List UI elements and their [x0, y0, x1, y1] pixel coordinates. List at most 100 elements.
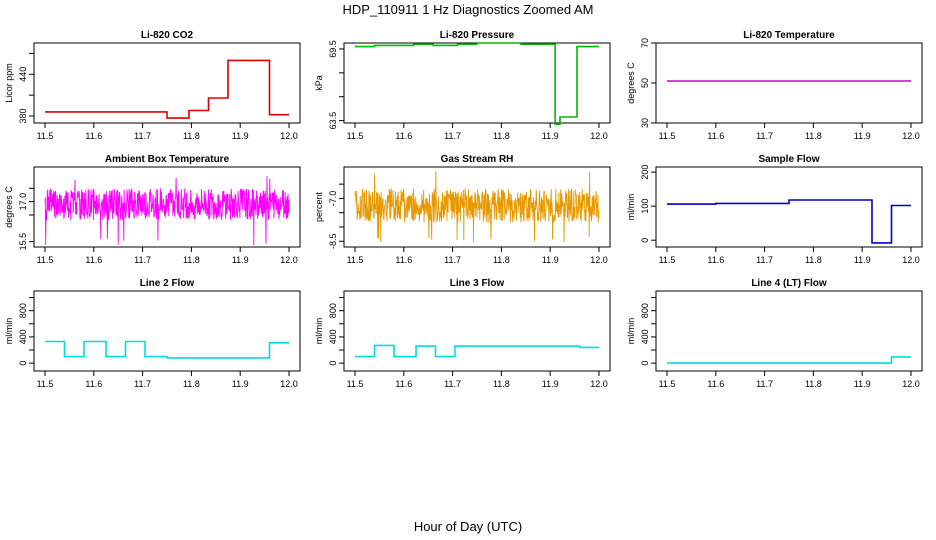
y-axis-label: degrees C — [626, 62, 636, 104]
x-tick-label: 11.6 — [395, 255, 412, 265]
panel-title: Line 4 (LT) Flow — [751, 278, 827, 289]
x-tick-label: 11.5 — [347, 131, 364, 141]
x-tick-label: 11.6 — [85, 255, 102, 265]
y-tick-label: 0 — [640, 361, 650, 366]
x-tick-label: 11.7 — [444, 131, 461, 141]
y-tick-label: 400 — [640, 329, 650, 344]
x-tick-label: 11.7 — [134, 379, 151, 389]
y-tick-label: 380 — [18, 109, 28, 124]
series-line — [354, 171, 600, 243]
series-line — [44, 176, 290, 246]
x-tick-label: 12.0 — [590, 131, 608, 141]
x-tick-label: 11.5 — [37, 255, 54, 265]
x-tick-label: 11.5 — [347, 255, 364, 265]
series-line — [355, 42, 599, 125]
chart-panel-5: Gas Stream RH 11.5 11.6 11.7 11.8 11.9 12.0 -8.… — [314, 154, 611, 265]
y-tick-label: 50 — [640, 78, 650, 88]
y-tick-label: 63.5 — [328, 112, 338, 130]
y-tick-label: 440 — [18, 67, 28, 82]
y-tick-label: 0 — [640, 238, 650, 243]
x-tick-label: 11.9 — [232, 131, 249, 141]
x-tick-label: 11.7 — [134, 255, 151, 265]
chart-panel-8: Line 3 Flow 11.5 11.6 11.7 11.8 11.9 12.0 0 400 8… — [314, 278, 611, 389]
series-line — [667, 199, 911, 244]
x-tick-label: 11.8 — [183, 255, 200, 265]
panel-title: Li-820 Pressure — [440, 30, 515, 41]
y-tick-label: 0 — [328, 361, 338, 366]
x-tick-label: 11.9 — [542, 379, 559, 389]
panels: Li-820 CO2 11.5 11.6 11.7 11.8 11.9 12.0 380 440… — [4, 30, 923, 389]
chart-panel-1: Li-820 CO2 11.5 11.6 11.7 11.8 11.9 12.0 380 440… — [4, 30, 301, 141]
plot-frame — [33, 290, 301, 372]
chart-panel-9: Line 4 (LT) Flow 11.5 11.6 11.7 11.8 11.9 12.0… — [626, 278, 923, 389]
x-tick-label: 11.6 — [85, 131, 102, 141]
panel-title: Li-820 Temperature — [743, 30, 835, 41]
x-tick-label: 11.8 — [805, 131, 822, 141]
chart-panel-7: Line 2 Flow 11.5 11.6 11.7 11.8 11.9 12.0 0 400 8… — [4, 278, 301, 389]
x-tick-label: 11.8 — [493, 255, 510, 265]
plot-frame — [343, 42, 611, 124]
plot-frame — [33, 166, 301, 248]
y-axis-label: ml/min — [626, 194, 636, 221]
x-tick-label: 12.0 — [590, 255, 608, 265]
x-tick-label: 12.0 — [280, 255, 298, 265]
x-tick-label: 11.8 — [805, 255, 822, 265]
y-tick-label: 100 — [640, 199, 650, 214]
x-tick-label: 11.8 — [493, 131, 510, 141]
x-tick-label: 11.9 — [854, 379, 871, 389]
x-tick-label: 11.6 — [85, 379, 102, 389]
panel-title: Line 2 Flow — [140, 278, 195, 289]
y-tick-label: 800 — [18, 303, 28, 318]
x-tick-label: 11.5 — [659, 255, 676, 265]
x-tick-label: 12.0 — [590, 379, 608, 389]
chart-panel-6: Sample Flow 11.5 11.6 11.7 11.8 11.9 12.0 0 100 2… — [626, 154, 923, 265]
x-tick-label: 12.0 — [902, 131, 920, 141]
x-tick-label: 11.7 — [756, 379, 773, 389]
y-tick-label: -7.0 — [328, 191, 338, 207]
plot-frame — [343, 166, 611, 248]
plot-frame — [655, 166, 923, 248]
x-tick-label: 11.8 — [183, 131, 200, 141]
chart-panel-4: Ambient Box Temperature 11.5 11.6 11.7 11.8 1… — [4, 154, 301, 265]
y-tick-label: 200 — [640, 165, 650, 180]
y-tick-label: 15.5 — [18, 233, 28, 251]
x-tick-label: 11.7 — [444, 255, 461, 265]
x-tick-label: 11.7 — [756, 255, 773, 265]
x-axis-title: Hour of Day (UTC) — [414, 519, 522, 534]
y-axis-label: kPa — [314, 75, 324, 91]
panel-title: Li-820 CO2 — [141, 30, 194, 41]
figure-title: HDP_110911 1 Hz Diagnostics Zoomed AM — [343, 2, 594, 17]
x-tick-label: 11.5 — [659, 379, 676, 389]
plot-frame — [655, 42, 923, 124]
x-tick-label: 11.5 — [37, 379, 54, 389]
series-line — [355, 344, 599, 358]
y-axis-label: Licor ppm — [4, 63, 14, 103]
x-tick-label: 11.5 — [347, 379, 364, 389]
x-tick-label: 12.0 — [280, 131, 298, 141]
x-tick-label: 12.0 — [280, 379, 298, 389]
series-line — [45, 59, 289, 119]
x-tick-label: 11.9 — [542, 131, 559, 141]
x-tick-label: 11.9 — [854, 255, 871, 265]
x-tick-label: 11.8 — [183, 379, 200, 389]
y-tick-label: 17.0 — [18, 193, 28, 211]
x-tick-label: 11.5 — [37, 131, 54, 141]
x-tick-label: 11.9 — [542, 255, 559, 265]
x-tick-label: 11.7 — [756, 131, 773, 141]
x-tick-label: 11.6 — [707, 131, 724, 141]
plot-frame — [343, 290, 611, 372]
y-tick-label: 70 — [640, 38, 650, 48]
x-tick-label: 11.6 — [707, 255, 724, 265]
y-axis-label: degrees C — [4, 186, 14, 228]
x-tick-label: 11.9 — [232, 379, 249, 389]
plot-frame — [33, 42, 301, 124]
y-axis-label: percent — [314, 191, 324, 222]
x-tick-label: 11.5 — [659, 131, 676, 141]
y-axis-label: ml/min — [626, 318, 636, 345]
y-axis-label: ml/min — [314, 318, 324, 345]
panel-title: Gas Stream RH — [441, 154, 514, 165]
x-tick-label: 11.7 — [134, 131, 151, 141]
series-line — [667, 356, 911, 364]
x-tick-label: 11.8 — [805, 379, 822, 389]
